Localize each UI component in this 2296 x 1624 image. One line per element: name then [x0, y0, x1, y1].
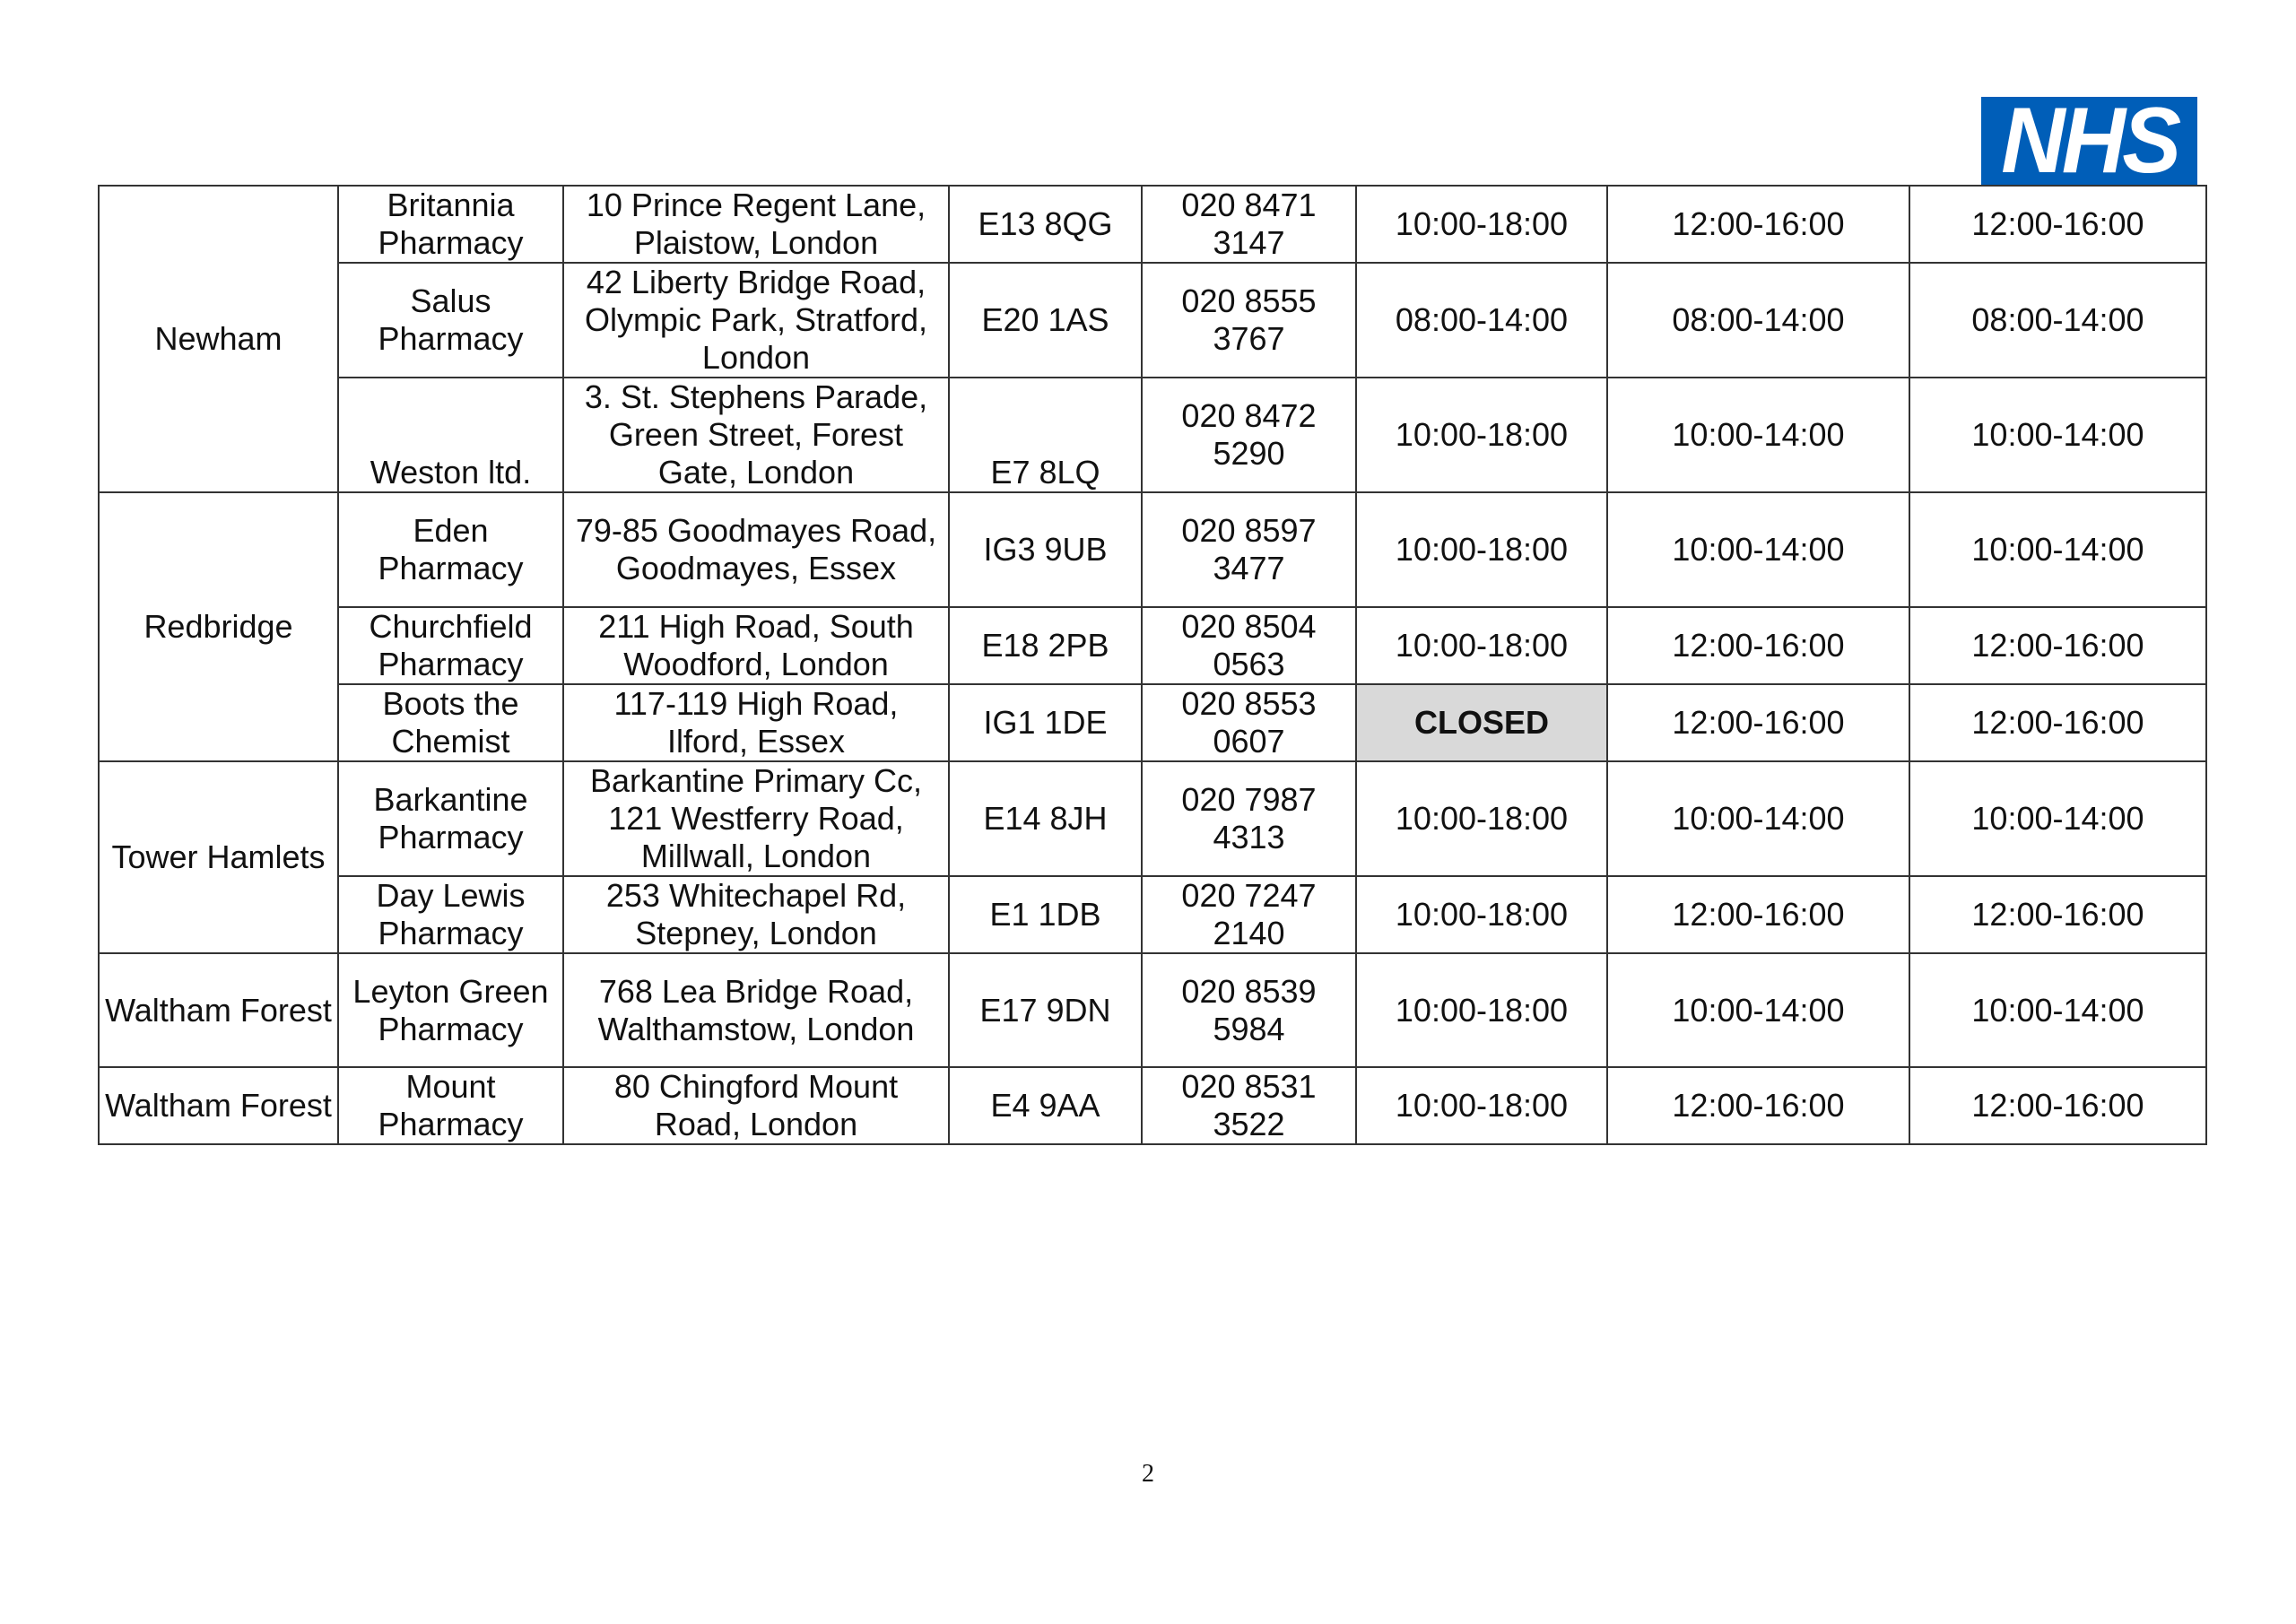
table-row: Redbridge Eden Pharmacy 79-85 Goodmayes Ro…: [98, 491, 2207, 762]
hours-cell-3: 12:00-16:00: [1909, 875, 2207, 954]
pharmacy-name-cell: Boots the Chemist: [337, 683, 564, 762]
address-cell: 3. St. Stephens Parade, Green Street, Fo…: [562, 377, 950, 493]
hours-cell-1: CLOSED: [1355, 683, 1608, 762]
hours-cell-1: 08:00-14:00: [1355, 262, 1608, 378]
hours-cell-2: 12:00-16:00: [1606, 606, 1910, 685]
hours-cell-1: 10:00-18:00: [1355, 760, 1608, 877]
pharmacy-name-cell: Weston ltd.: [337, 377, 564, 493]
hours-cell-3: 10:00-14:00: [1909, 760, 2207, 877]
postcode-cell: IG3 9UB: [948, 491, 1143, 608]
address-cell: 117-119 High Road, Ilford, Essex: [562, 683, 950, 762]
hours-cell-2: 10:00-14:00: [1606, 377, 1910, 493]
hours-cell-1: 10:00-18:00: [1355, 185, 1608, 264]
table-row: Salus Pharmacy 42 Liberty Bridge Road, Ol…: [99, 262, 2207, 378]
postcode-cell: E1 1DB: [948, 875, 1143, 954]
hours-cell-1: 10:00-18:00: [1355, 377, 1608, 493]
hours-cell-3: 10:00-14:00: [1909, 377, 2207, 493]
hours-cell-3: 12:00-16:00: [1909, 1066, 2207, 1145]
nhs-logo-text: NHS: [2000, 89, 2181, 193]
hours-cell-2: 10:00-14:00: [1606, 491, 1910, 608]
pharmacy-name-cell: Barkantine Pharmacy: [337, 760, 564, 877]
pharmacy-name-cell: Mount Pharmacy: [337, 1066, 564, 1145]
hours-cell-2: 10:00-14:00: [1606, 952, 1910, 1068]
address-cell: 42 Liberty Bridge Road, Olympic Park, St…: [562, 262, 950, 378]
phone-cell: 020 8471 3147: [1141, 185, 1357, 264]
postcode-cell: E13 8QG: [948, 185, 1143, 264]
address-cell: 80 Chingford Mount Road, London: [562, 1066, 950, 1145]
hours-cell-1: 10:00-18:00: [1355, 875, 1608, 954]
postcode-cell: IG1 1DE: [948, 683, 1143, 762]
hours-cell-3: 10:00-14:00: [1909, 491, 2207, 608]
phone-cell: 020 7247 2140: [1141, 875, 1357, 954]
pharmacy-table: Newham Britannia Pharmacy 10 Prince Regent…: [98, 185, 2207, 1145]
table-row: Waltham Forest Mount Pharmacy 80 Chingford…: [98, 1066, 2207, 1145]
address-cell: 79-85 Goodmayes Road, Goodmayes, Essex: [562, 491, 950, 608]
postcode-cell: E4 9AA: [948, 1066, 1143, 1145]
borough-cell: Waltham Forest: [98, 1066, 339, 1145]
table-row: Boots the Chemist 117-119 High Road, Ilfo…: [99, 683, 2207, 762]
address-cell: 211 High Road, South Woodford, London: [562, 606, 950, 685]
hours-cell-3: 08:00-14:00: [1909, 262, 2207, 378]
hours-cell-2: 12:00-16:00: [1606, 1066, 1910, 1145]
table-row: Churchfield Pharmacy 211 High Road, South…: [99, 606, 2207, 685]
phone-cell: 020 8472 5290: [1141, 377, 1357, 493]
hours-cell-2: 12:00-16:00: [1606, 875, 1910, 954]
phone-cell: 020 8553 0607: [1141, 683, 1357, 762]
pharmacy-name-cell: Britannia Pharmacy: [337, 185, 564, 264]
phone-cell: 020 8531 3522: [1141, 1066, 1357, 1145]
phone-cell: 020 8539 5984: [1141, 952, 1357, 1068]
postcode-cell: E18 2PB: [948, 606, 1143, 685]
hours-cell-2: 12:00-16:00: [1606, 683, 1910, 762]
hours-cell-2: 12:00-16:00: [1606, 185, 1910, 264]
table-row: Tower Hamlets Barkantine Pharmacy Barkanti…: [98, 760, 2207, 954]
hours-cell-3: 12:00-16:00: [1909, 606, 2207, 685]
phone-cell: 020 8555 3767: [1141, 262, 1357, 378]
phone-cell: 020 8597 3477: [1141, 491, 1357, 608]
phone-cell: 020 7987 4313: [1141, 760, 1357, 877]
address-cell: Barkantine Primary Cc, 121 Westferry Roa…: [562, 760, 950, 877]
pharmacy-name-cell: Day Lewis Pharmacy: [337, 875, 564, 954]
postcode-cell: E7 8LQ: [948, 377, 1143, 493]
nhs-logo: NHS: [1981, 89, 2197, 193]
hours-cell-1: 10:00-18:00: [1355, 952, 1608, 1068]
pharmacy-name-cell: Churchfield Pharmacy: [337, 606, 564, 685]
page-number: 2: [1142, 1460, 1154, 1488]
address-cell: 10 Prince Regent Lane, Plaistow, London: [562, 185, 950, 264]
table-row: Weston ltd. 3. St. Stephens Parade, Green…: [99, 377, 2207, 493]
hours-cell-3: 10:00-14:00: [1909, 952, 2207, 1068]
address-cell: 768 Lea Bridge Road, Walthamstow, London: [562, 952, 950, 1068]
postcode-cell: E20 1AS: [948, 262, 1143, 378]
table-row: Newham Britannia Pharmacy 10 Prince Regent…: [98, 185, 2207, 493]
hours-cell-1: 10:00-18:00: [1355, 1066, 1608, 1145]
hours-cell-1: 10:00-18:00: [1355, 606, 1608, 685]
hours-cell-1: 10:00-18:00: [1355, 491, 1608, 608]
pharmacy-name-cell: Leyton Green Pharmacy: [337, 952, 564, 1068]
pharmacy-name-cell: Salus Pharmacy: [337, 262, 564, 378]
table-row: Day Lewis Pharmacy 253 Whitechapel Rd, St…: [99, 875, 2207, 954]
phone-cell: 020 8504 0563: [1141, 606, 1357, 685]
hours-cell-2: 10:00-14:00: [1606, 760, 1910, 877]
pharmacy-name-cell: Eden Pharmacy: [337, 491, 564, 608]
borough-cell: Newham: [98, 185, 339, 493]
borough-cell: Waltham Forest: [98, 952, 339, 1068]
address-cell: 253 Whitechapel Rd, Stepney, London: [562, 875, 950, 954]
borough-cell: Tower Hamlets: [98, 760, 339, 954]
hours-cell-2: 08:00-14:00: [1606, 262, 1910, 378]
hours-cell-3: 12:00-16:00: [1909, 683, 2207, 762]
hours-cell-3: 12:00-16:00: [1909, 185, 2207, 264]
postcode-cell: E14 8JH: [948, 760, 1143, 877]
table-row: Waltham Forest Leyton Green Pharmacy 768 L…: [98, 952, 2207, 1068]
postcode-cell: E17 9DN: [948, 952, 1143, 1068]
borough-cell: Redbridge: [98, 491, 339, 762]
